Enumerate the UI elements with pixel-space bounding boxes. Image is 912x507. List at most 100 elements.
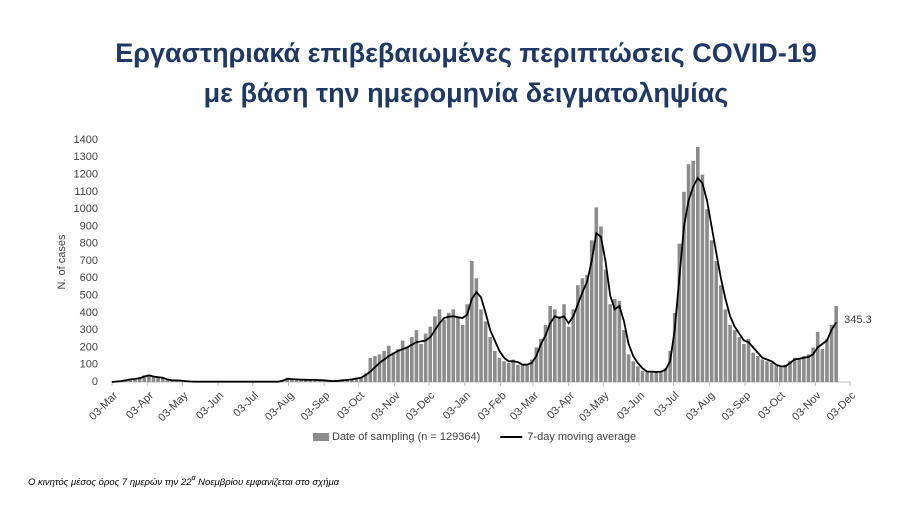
bar (285, 377, 290, 382)
bar (700, 174, 705, 382)
bar (746, 338, 751, 382)
bar (557, 316, 562, 382)
bar (659, 371, 663, 382)
bar (160, 378, 165, 382)
bar (788, 361, 792, 382)
chart-title: με βάση την ημερομηνία δειγματοληψίας (204, 78, 729, 108)
y-tick-label: 700 (80, 255, 98, 267)
bar (829, 324, 834, 382)
bar (553, 309, 557, 382)
y-tick-label: 400 (80, 307, 98, 319)
bar (506, 362, 511, 382)
y-tick-label: 200 (80, 341, 98, 353)
bar (317, 380, 322, 382)
bar (456, 316, 460, 382)
bar (636, 366, 640, 382)
bar (368, 357, 373, 382)
bar (156, 376, 160, 382)
bar (525, 363, 529, 382)
y-tick-label: 900 (80, 220, 98, 232)
bar (469, 261, 474, 382)
bar (414, 330, 419, 382)
bar (165, 379, 170, 382)
y-tick-label: 1200 (74, 168, 98, 180)
bar (802, 356, 806, 382)
bar (755, 356, 760, 382)
y-tick-label: 600 (80, 272, 98, 284)
bar (779, 367, 783, 382)
bar (566, 326, 571, 382)
bar (290, 378, 294, 382)
bar (576, 285, 580, 382)
bar (603, 269, 608, 382)
bar (446, 312, 451, 382)
bar (502, 361, 506, 382)
y-tick-label: 1300 (74, 151, 98, 163)
bar (695, 146, 700, 382)
footnote-text: Νοεμβρίου εμφανίζεται στο σχήμα (196, 477, 340, 488)
y-tick-label: 800 (80, 238, 98, 250)
bar (751, 352, 755, 382)
bar (783, 364, 788, 382)
bar (377, 354, 382, 382)
annotation: 345.3 (844, 314, 872, 326)
bar (769, 362, 774, 382)
legend-swatch (313, 433, 329, 441)
bar (128, 378, 133, 382)
bar (488, 337, 493, 382)
bar (719, 285, 723, 382)
bar (497, 357, 502, 382)
bar (705, 209, 709, 382)
y-tick-label: 300 (80, 324, 98, 336)
bar (562, 304, 566, 382)
bar (640, 370, 645, 382)
bar (174, 380, 179, 382)
bar (571, 309, 576, 382)
bar (760, 359, 765, 382)
y-tick-label: 1100 (74, 186, 98, 198)
bar (626, 354, 631, 382)
bar (617, 300, 622, 382)
bar (599, 226, 603, 382)
bar (493, 350, 497, 382)
bar (612, 299, 617, 382)
bar (465, 304, 469, 382)
y-tick-label: 100 (80, 359, 98, 371)
bar (732, 330, 737, 382)
bar (709, 240, 714, 382)
bar (322, 380, 326, 382)
bar (433, 316, 437, 382)
bar (479, 309, 483, 382)
bar (382, 350, 386, 382)
bar (589, 240, 594, 382)
y-tick-label: 0 (92, 376, 98, 388)
bar (663, 368, 668, 382)
bar (410, 337, 414, 382)
bar (649, 372, 654, 382)
bar (645, 372, 649, 382)
bar (451, 309, 456, 382)
bar (792, 357, 797, 382)
y-axis-label: N. of cases (56, 234, 68, 290)
bar (539, 338, 543, 382)
bar (363, 373, 368, 382)
bar (137, 377, 142, 382)
bar (580, 278, 585, 382)
bar (151, 376, 156, 382)
bar (654, 371, 659, 382)
bar (428, 326, 433, 382)
line (111, 176, 837, 383)
bar (728, 324, 732, 382)
bar (423, 333, 428, 382)
chart-title: Εργαστηριακά επιβεβαιωμένες περιπτώσεις … (115, 38, 816, 68)
y-tick-label: 1000 (74, 203, 98, 215)
bar (820, 349, 825, 382)
bar (834, 305, 838, 382)
bar (299, 379, 303, 382)
bar (765, 361, 769, 382)
bar (797, 359, 802, 382)
bar (419, 343, 423, 382)
bar (622, 330, 626, 382)
footnote: Ο κινητός μέσος όρος 7 ημερών την 22α Νο… (28, 475, 340, 488)
